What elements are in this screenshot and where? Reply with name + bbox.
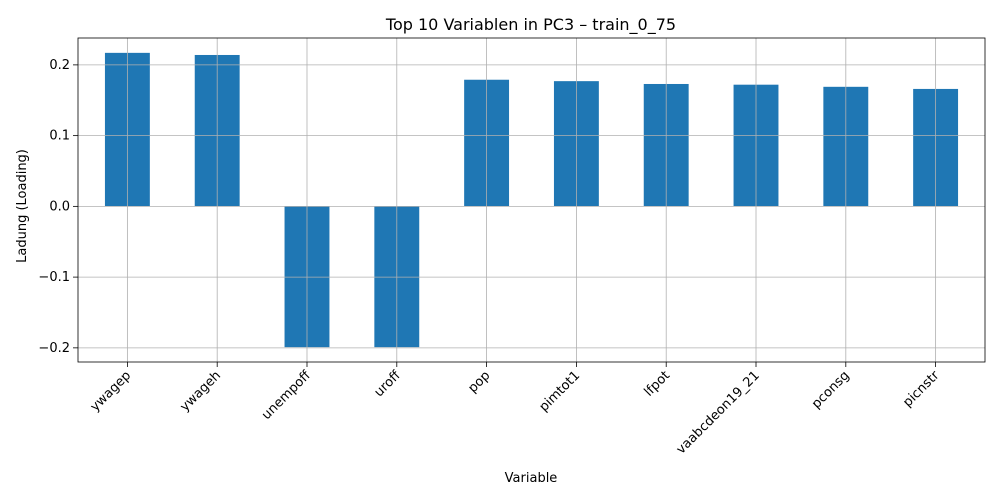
y-axis-label: Ladung (Loading)	[15, 149, 30, 263]
y-tick-label: −0.2	[38, 341, 70, 356]
x-tick-label: lfpot	[642, 368, 673, 399]
x-tick-label: picnstr	[900, 368, 943, 411]
x-tick-label: ywageh	[178, 368, 225, 415]
axes-layer	[77, 37, 986, 363]
x-tick-label: ywagep	[88, 368, 135, 415]
bars-layer	[104, 52, 959, 348]
y-tick-label: −0.1	[38, 270, 70, 285]
x-tick-label: vaabcdeon19_21	[674, 368, 763, 457]
x-tick-label: pimtot1	[537, 368, 584, 415]
grid-layer	[78, 38, 985, 362]
chart-title: Top 10 Variablen in PC3 – train_0_75	[385, 15, 676, 35]
x-tick-label: pop	[466, 368, 494, 396]
y-tick-label: 0.0	[49, 199, 70, 214]
x-tick-label: pconsg	[809, 368, 853, 412]
axes-frame	[77, 37, 986, 363]
y-tick-label: 0.2	[49, 58, 70, 73]
y-tick-label: 0.1	[49, 129, 70, 144]
x-tick-label: uroff	[372, 367, 405, 400]
x-tick-label: unempoff	[259, 367, 314, 422]
x-axis-label: Variable	[505, 471, 558, 486]
